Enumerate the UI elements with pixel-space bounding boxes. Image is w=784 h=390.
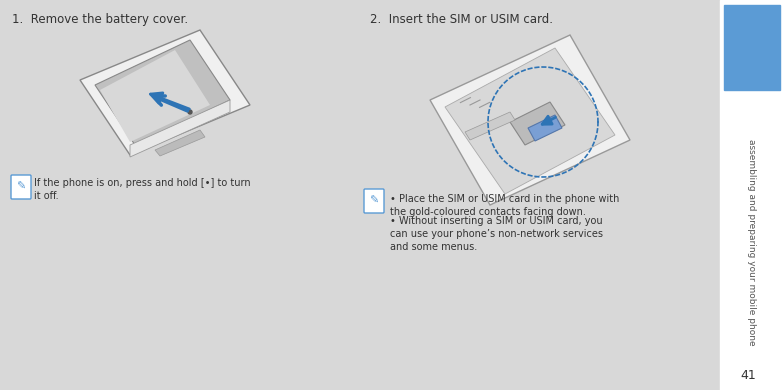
Text: 1.  Remove the battery cover.: 1. Remove the battery cover. — [12, 13, 188, 26]
Circle shape — [188, 110, 192, 114]
FancyBboxPatch shape — [364, 189, 384, 213]
Text: 2.  Insert the SIM or USIM card.: 2. Insert the SIM or USIM card. — [370, 13, 553, 26]
Polygon shape — [510, 102, 565, 145]
Text: 41: 41 — [740, 369, 756, 382]
Text: If the phone is on, press and hold [•] to turn
it off.: If the phone is on, press and hold [•] t… — [34, 178, 251, 201]
Text: assembling and preparing your mobile phone: assembling and preparing your mobile pho… — [747, 139, 757, 345]
Polygon shape — [95, 40, 230, 145]
Bar — [720, 0, 784, 390]
Polygon shape — [445, 48, 615, 194]
Polygon shape — [155, 130, 205, 156]
Polygon shape — [465, 112, 515, 140]
Bar — [724, 5, 780, 90]
Text: • Place the SIM or USIM card in the phone with
the gold-coloured contacts facing: • Place the SIM or USIM card in the phon… — [390, 194, 619, 217]
FancyBboxPatch shape — [11, 175, 31, 199]
Polygon shape — [430, 35, 630, 205]
Polygon shape — [130, 100, 230, 157]
Text: • Without inserting a SIM or USIM card, you
can use your phone’s non-network ser: • Without inserting a SIM or USIM card, … — [390, 216, 603, 252]
Polygon shape — [528, 115, 562, 141]
Polygon shape — [100, 50, 210, 142]
Text: ✎: ✎ — [369, 196, 379, 206]
Text: ✎: ✎ — [16, 182, 26, 192]
Polygon shape — [80, 30, 250, 155]
